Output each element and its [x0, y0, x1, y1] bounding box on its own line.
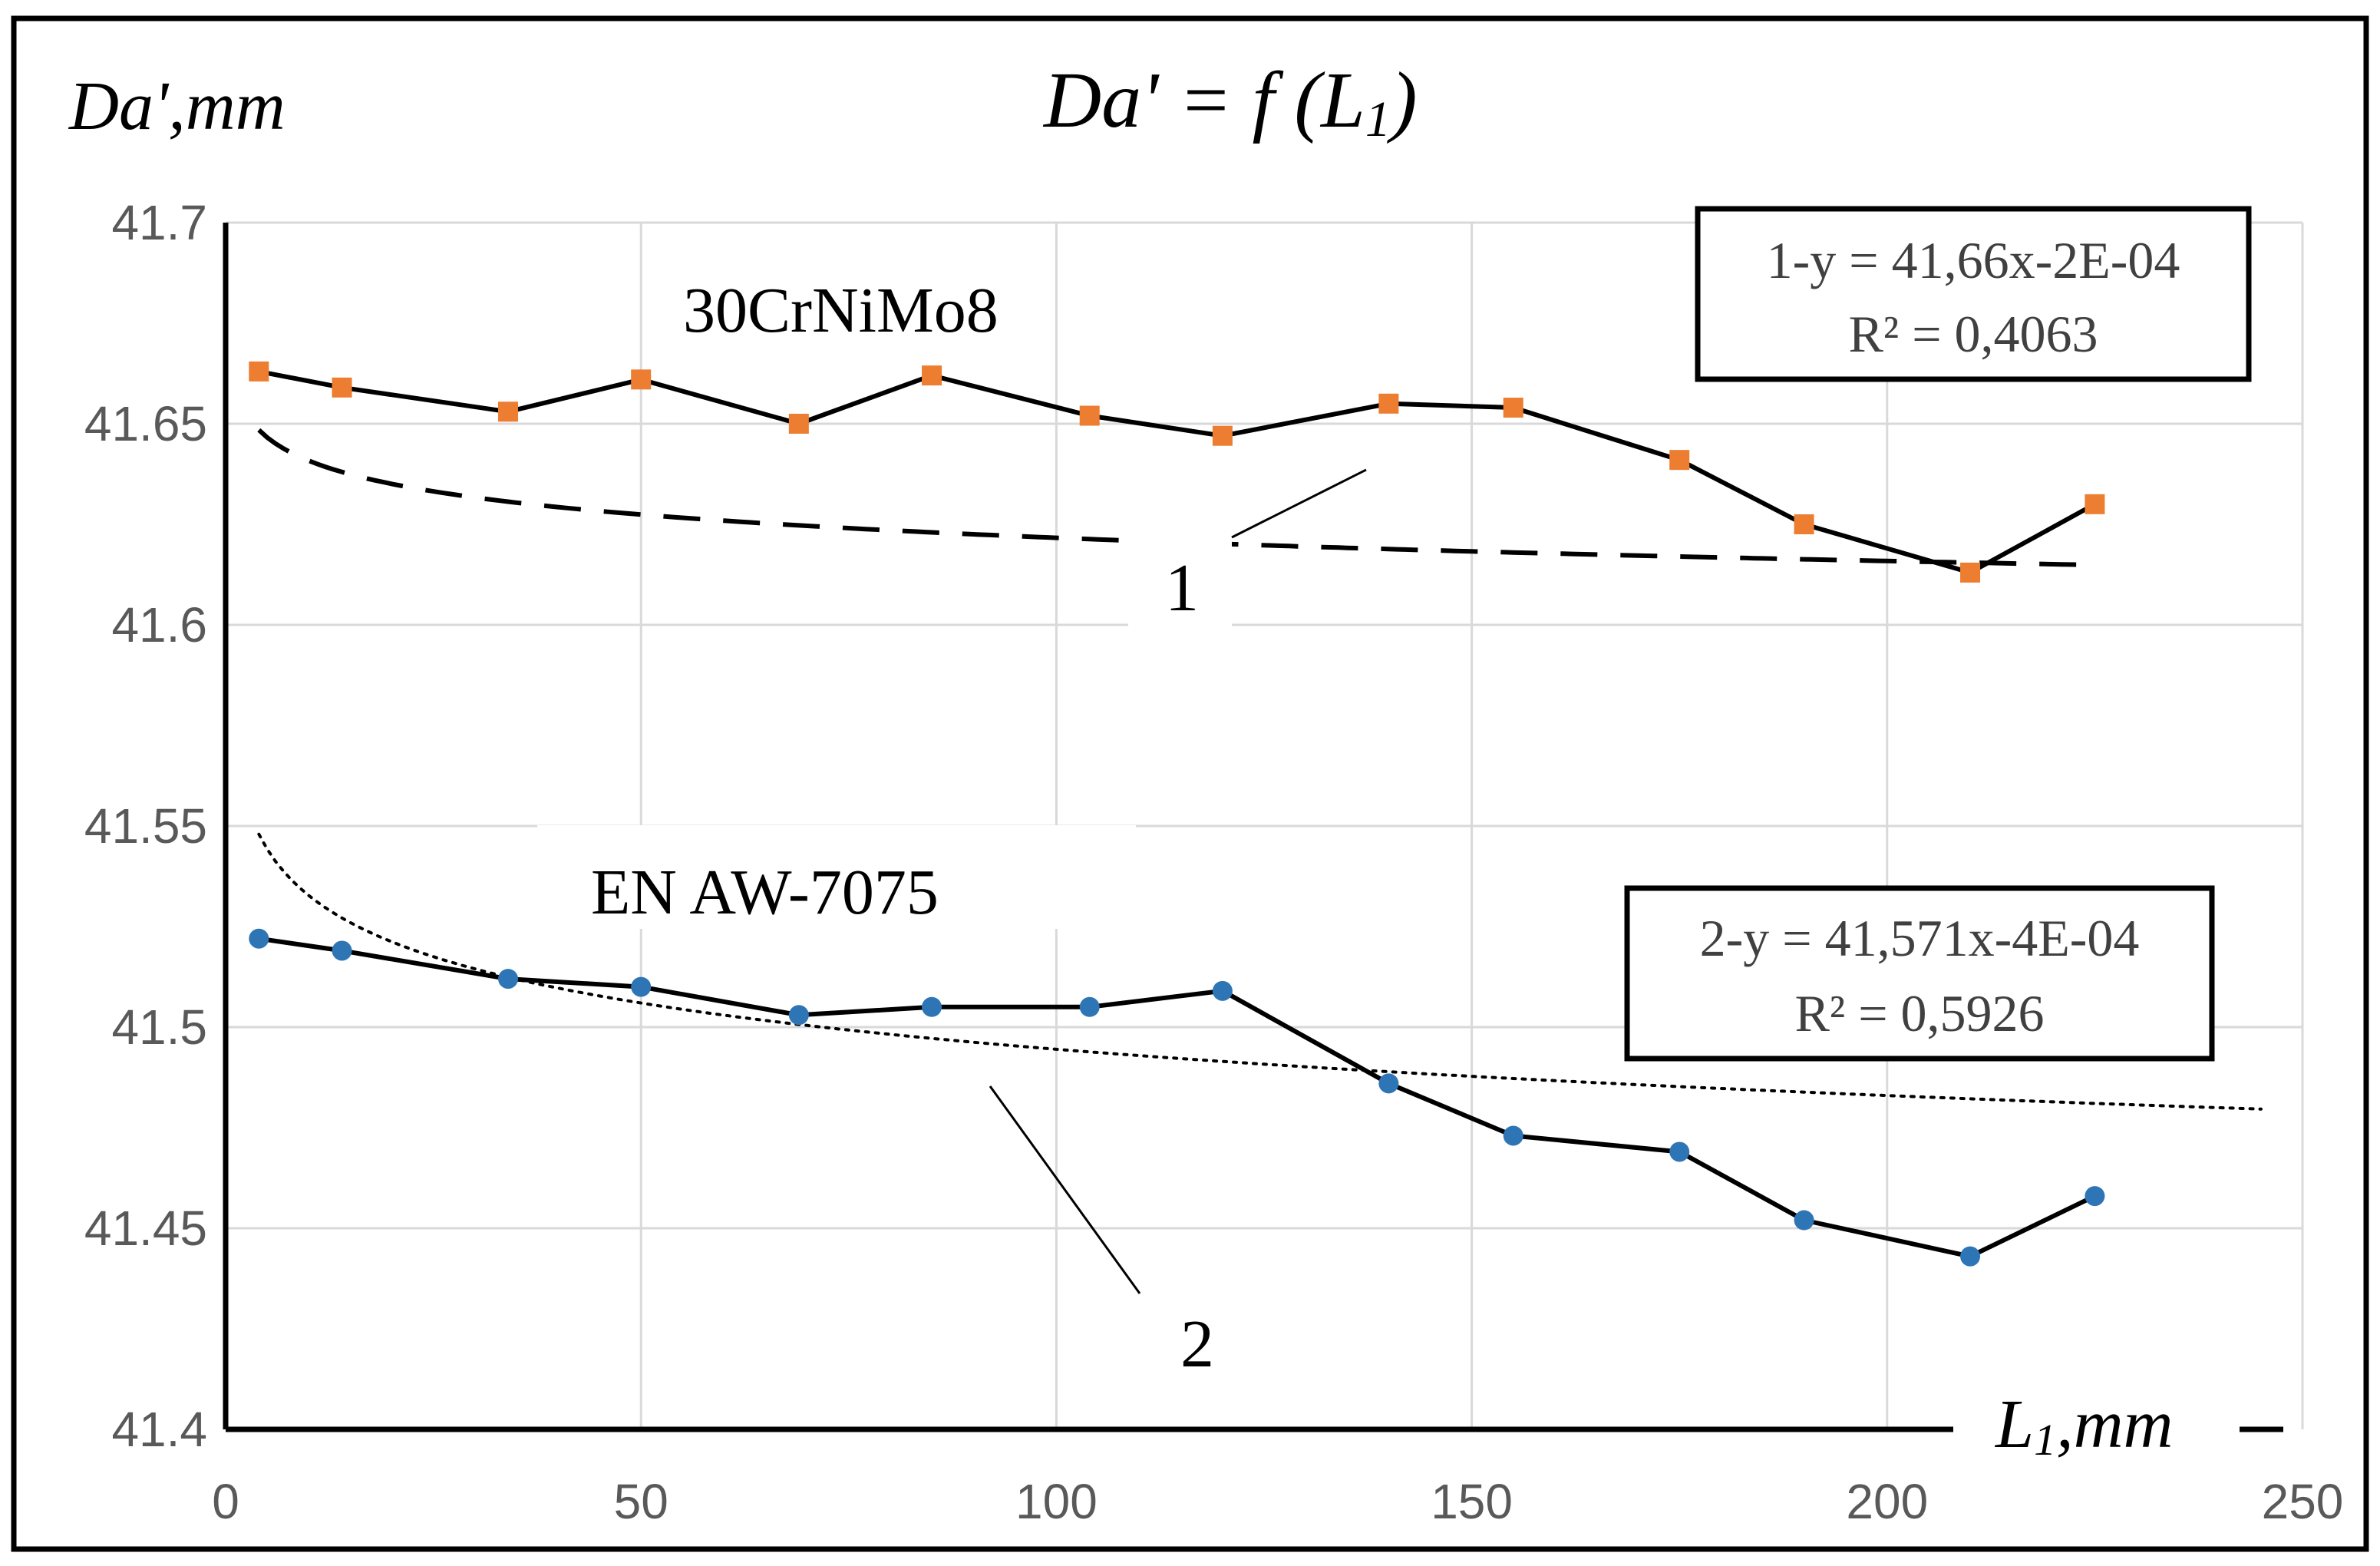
data-point — [2085, 1186, 2105, 1207]
callout-1-leader — [1231, 468, 1367, 539]
callout-1-label-bg — [1128, 537, 1232, 645]
x-tick-labels: 0 50 100 150 200 250 — [212, 1474, 2343, 1529]
series-lines — [258, 368, 2096, 1259]
data-point — [498, 969, 519, 989]
data-point — [788, 1005, 809, 1026]
callout-2-label: 2 — [1180, 1307, 1214, 1382]
x-tick-label: 200 — [1846, 1474, 1928, 1529]
data-point — [631, 976, 652, 997]
data-point — [1378, 1073, 1399, 1094]
y-tick-label: 41.6 — [111, 597, 207, 652]
equation-1: 1-y = 41,66x-2E-04 — [1767, 231, 2180, 289]
equation-2: 2-y = 41,571x-4E-04 — [1700, 909, 2140, 967]
data-point — [922, 996, 942, 1017]
series-label-30CrNiMo8: 30CrNiMo8 — [683, 275, 999, 346]
data-point — [249, 361, 269, 382]
y-tick-label: 41.7 — [111, 195, 207, 250]
data-point — [1503, 1125, 1523, 1146]
y-tick-label: 41.45 — [84, 1201, 207, 1256]
data-point — [1960, 1246, 1981, 1267]
data-point — [332, 940, 352, 961]
data-point — [1378, 393, 1399, 414]
series-markers — [249, 361, 2105, 1267]
chart-title: Da' = f (L1) — [1042, 56, 1418, 147]
y-axis-label: Da',mm — [68, 68, 286, 144]
series-label-bg-en-aw-7075 — [537, 825, 1136, 929]
equation-box-1 — [1695, 206, 2252, 382]
callout-2-leader — [989, 1085, 1141, 1294]
r-squared-2: R² = 0,5926 — [1794, 984, 2044, 1042]
data-point — [1503, 398, 1523, 418]
data-point — [498, 401, 519, 422]
data-point — [1212, 425, 1233, 446]
data-point — [1960, 562, 1981, 583]
x-tick-label: 150 — [1431, 1474, 1513, 1529]
data-point — [332, 377, 352, 398]
data-point — [1669, 450, 1690, 471]
series-line-1 — [258, 936, 2096, 1259]
x-tick-label: 250 — [2262, 1474, 2344, 1529]
equation-box-2 — [1624, 885, 2215, 1062]
data-point — [1794, 1210, 1814, 1231]
series-line-0 — [258, 368, 2096, 575]
data-point — [1794, 514, 1814, 534]
data-point — [1669, 1141, 1690, 1162]
y-tick-labels: 41.4 41.45 41.5 41.55 41.6 41.65 41.7 — [84, 195, 207, 1457]
trendline-2 — [257, 832, 2263, 1111]
data-point — [788, 414, 809, 434]
data-point — [2085, 494, 2105, 514]
y-tick-label: 41.5 — [111, 999, 207, 1055]
data-point — [631, 369, 652, 390]
y-tick-label: 41.55 — [84, 798, 207, 854]
y-tick-label: 41.4 — [111, 1402, 207, 1457]
r-squared-1: R² = 0,4063 — [1848, 305, 2098, 363]
data-point — [249, 928, 269, 949]
data-point — [1212, 980, 1233, 1001]
x-tick-label: 50 — [614, 1474, 668, 1529]
series-label-en-aw-7075: EN AW-7075 — [591, 857, 939, 928]
x-tick-label: 0 — [212, 1474, 239, 1529]
callout-1-label: 1 — [1165, 551, 1199, 626]
callout-2-label-bg — [1151, 1293, 1255, 1401]
data-point — [1079, 405, 1100, 426]
x-tick-label: 100 — [1015, 1474, 1098, 1529]
data-point — [922, 365, 942, 386]
x-axis-label: L1,mm — [1994, 1386, 2174, 1465]
y-tick-label: 41.65 — [84, 396, 207, 451]
data-point — [1079, 996, 1100, 1017]
